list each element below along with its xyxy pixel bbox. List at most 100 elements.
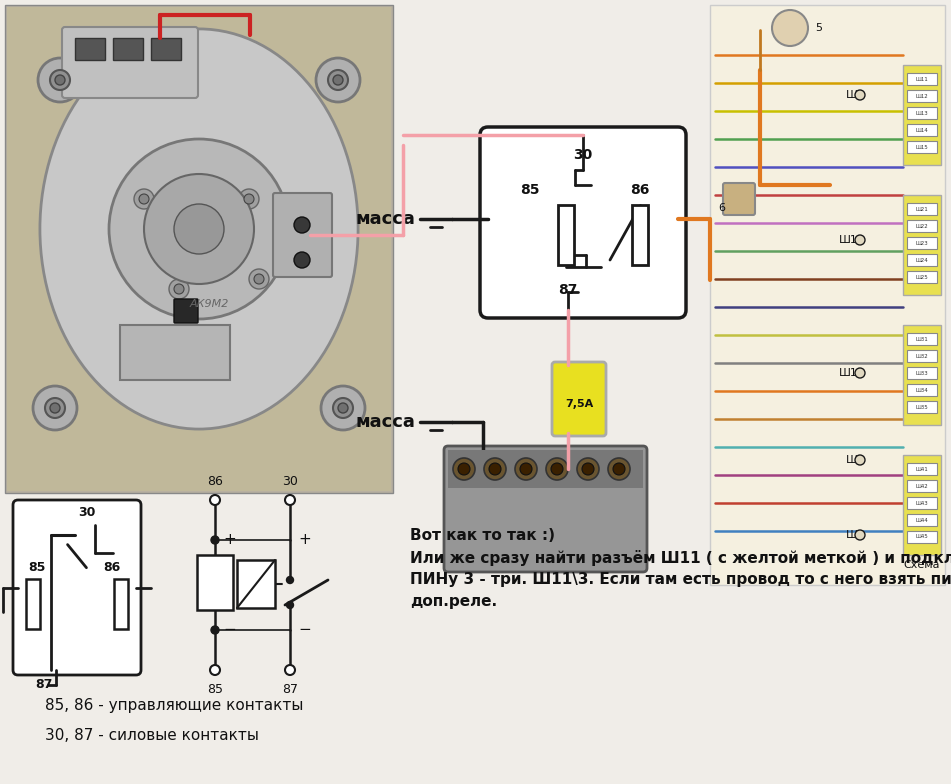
Bar bbox=[448, 450, 643, 488]
Circle shape bbox=[286, 601, 294, 608]
FancyBboxPatch shape bbox=[480, 127, 686, 318]
Bar bbox=[7, 7, 391, 491]
Circle shape bbox=[608, 458, 630, 480]
Circle shape bbox=[55, 75, 65, 85]
Circle shape bbox=[169, 279, 189, 299]
Text: 85: 85 bbox=[28, 561, 46, 574]
Bar bbox=[237, 560, 275, 608]
Circle shape bbox=[321, 386, 365, 430]
Text: Ш7: Ш7 bbox=[846, 530, 865, 540]
Bar bbox=[75, 38, 105, 60]
Bar bbox=[907, 401, 937, 413]
Circle shape bbox=[458, 463, 470, 475]
Circle shape bbox=[333, 75, 343, 85]
Bar bbox=[632, 205, 648, 265]
Circle shape bbox=[285, 665, 295, 675]
Text: Или же сразу найти разъём Ш11 ( с желтой меткой ) и подключиться к: Или же сразу найти разъём Ш11 ( с желтой… bbox=[410, 550, 951, 566]
Text: 30: 30 bbox=[282, 475, 298, 488]
Text: 30: 30 bbox=[78, 506, 95, 520]
Bar bbox=[907, 203, 937, 215]
Bar bbox=[907, 237, 937, 249]
Circle shape bbox=[855, 530, 865, 540]
Text: Ш9: Ш9 bbox=[846, 90, 865, 100]
Text: 6: 6 bbox=[718, 203, 725, 213]
Circle shape bbox=[772, 10, 808, 46]
Text: Ш6: Ш6 bbox=[846, 455, 865, 465]
Text: 87: 87 bbox=[282, 683, 298, 696]
FancyBboxPatch shape bbox=[723, 183, 755, 215]
Text: 30, 87 - силовые контакты: 30, 87 - силовые контакты bbox=[45, 728, 259, 743]
Text: масса: масса bbox=[355, 413, 415, 431]
Circle shape bbox=[45, 398, 65, 418]
Bar bbox=[907, 220, 937, 232]
Circle shape bbox=[855, 368, 865, 378]
Bar bbox=[26, 579, 40, 630]
Bar bbox=[907, 350, 937, 362]
Circle shape bbox=[211, 536, 219, 544]
Bar bbox=[907, 497, 937, 509]
Text: 5: 5 bbox=[815, 23, 822, 33]
Text: АК9М2: АК9М2 bbox=[189, 299, 228, 309]
Circle shape bbox=[254, 274, 264, 284]
Circle shape bbox=[210, 665, 220, 675]
Text: Ш11: Ш11 bbox=[839, 368, 865, 378]
Text: Ш15: Ш15 bbox=[916, 144, 928, 150]
Circle shape bbox=[855, 235, 865, 245]
Bar bbox=[907, 514, 937, 526]
Circle shape bbox=[239, 189, 259, 209]
Text: 30: 30 bbox=[573, 148, 592, 162]
Circle shape bbox=[328, 70, 348, 90]
Text: Ш24: Ш24 bbox=[916, 257, 928, 263]
Text: Ш43: Ш43 bbox=[916, 500, 928, 506]
Text: 85: 85 bbox=[520, 183, 539, 197]
Circle shape bbox=[244, 194, 254, 204]
Text: +: + bbox=[298, 532, 311, 547]
Text: Ш13: Ш13 bbox=[916, 111, 928, 115]
Bar bbox=[907, 271, 937, 283]
Circle shape bbox=[551, 463, 563, 475]
Text: Ш11: Ш11 bbox=[916, 77, 928, 82]
Circle shape bbox=[211, 626, 219, 634]
Text: 85, 86 - управляющие контакты: 85, 86 - управляющие контакты bbox=[45, 698, 303, 713]
Text: 87: 87 bbox=[35, 678, 52, 691]
Text: Ш34: Ш34 bbox=[916, 387, 928, 393]
Text: Ш35: Ш35 bbox=[916, 405, 928, 409]
Circle shape bbox=[453, 458, 475, 480]
Text: Ш14: Ш14 bbox=[916, 128, 928, 132]
Text: Ш41: Ш41 bbox=[916, 466, 928, 471]
Text: 86: 86 bbox=[207, 475, 223, 488]
Circle shape bbox=[855, 455, 865, 465]
Circle shape bbox=[338, 403, 348, 413]
Text: −: − bbox=[223, 622, 236, 637]
Bar bbox=[907, 480, 937, 492]
Bar bbox=[907, 463, 937, 475]
Bar bbox=[113, 38, 143, 60]
Text: Ш42: Ш42 bbox=[916, 484, 928, 488]
Circle shape bbox=[489, 463, 501, 475]
Text: Ш10: Ш10 bbox=[839, 235, 865, 245]
FancyBboxPatch shape bbox=[62, 27, 198, 98]
Text: доп.реле.: доп.реле. bbox=[410, 594, 497, 609]
Bar bbox=[710, 5, 945, 585]
Circle shape bbox=[577, 458, 599, 480]
Bar bbox=[907, 124, 937, 136]
FancyBboxPatch shape bbox=[13, 500, 141, 675]
Bar bbox=[5, 5, 393, 493]
Text: Ш12: Ш12 bbox=[916, 93, 928, 99]
Bar bbox=[120, 325, 230, 380]
Bar bbox=[907, 367, 937, 379]
Bar bbox=[903, 455, 941, 555]
Bar bbox=[197, 555, 233, 610]
Circle shape bbox=[520, 463, 532, 475]
Circle shape bbox=[144, 174, 254, 284]
Circle shape bbox=[249, 269, 269, 289]
Bar bbox=[907, 90, 937, 102]
Text: 87: 87 bbox=[558, 283, 577, 297]
Text: 86: 86 bbox=[631, 183, 650, 197]
Text: Ш33: Ш33 bbox=[916, 371, 928, 376]
Circle shape bbox=[515, 458, 537, 480]
Circle shape bbox=[174, 204, 224, 254]
Bar bbox=[558, 205, 574, 265]
Text: Ш21: Ш21 bbox=[916, 206, 928, 212]
Circle shape bbox=[139, 194, 149, 204]
